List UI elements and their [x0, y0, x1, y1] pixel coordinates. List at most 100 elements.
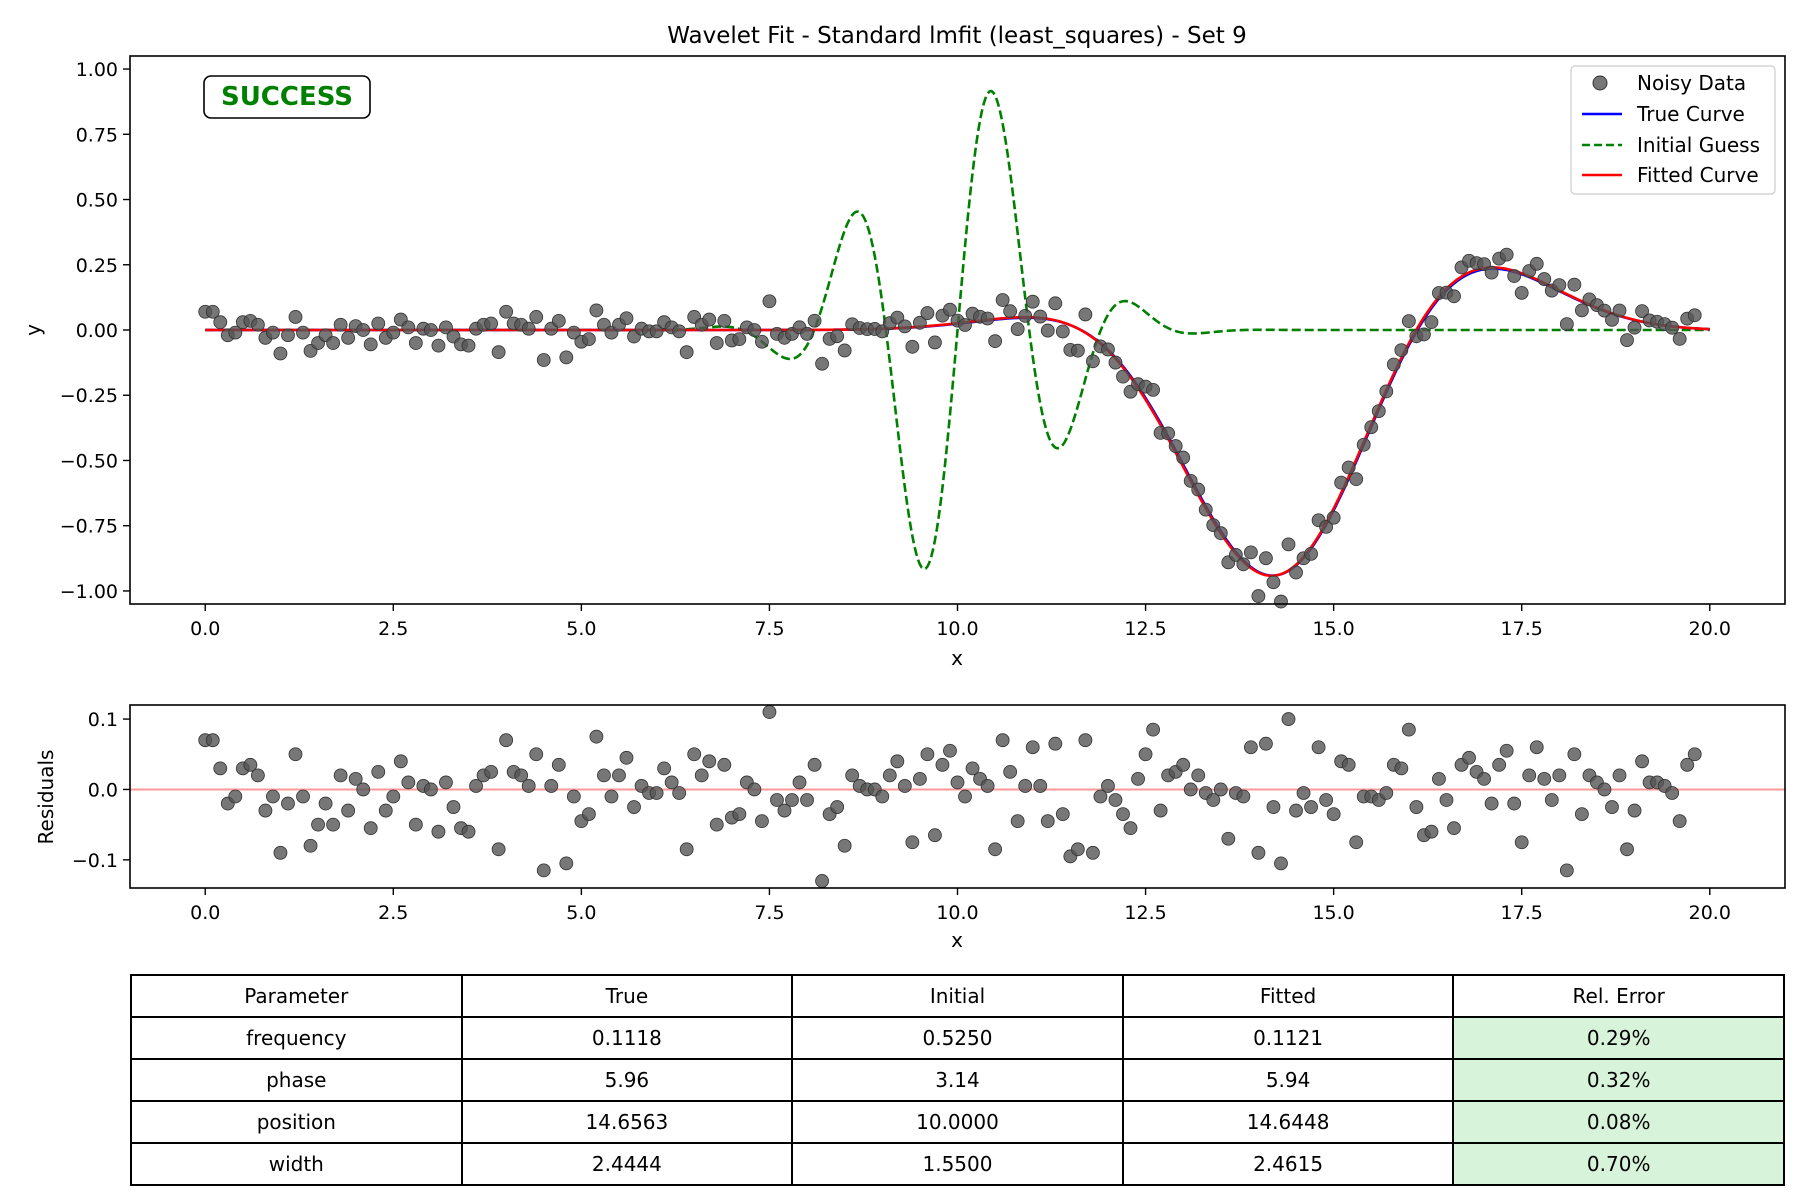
residual-point: [845, 768, 860, 783]
noisy-data-point: [1529, 256, 1544, 271]
residual-point: [408, 817, 423, 832]
noisy-data-point: [1243, 545, 1258, 560]
noisy-data-point: [213, 315, 228, 330]
residual-point: [243, 757, 258, 772]
residual-point: [551, 757, 566, 772]
residual-point: [401, 775, 416, 790]
noisy-data-point: [980, 311, 995, 326]
residual-point: [1289, 803, 1303, 818]
residual-point: [1605, 800, 1619, 814]
residual-point: [1304, 800, 1318, 814]
main-xlabel: x: [951, 646, 963, 670]
residual-point: [1108, 793, 1123, 807]
table-cell: 0.5250: [791, 1016, 1124, 1060]
legend-item-true: True Curve: [1582, 102, 1745, 126]
noisy-data-point: [837, 343, 852, 358]
noisy-data-point: [815, 356, 829, 371]
noisy-data-point: [439, 320, 453, 335]
residual-point: [469, 779, 483, 793]
noisy-data-point: [1424, 315, 1439, 330]
noisy-data-point: [266, 325, 280, 340]
noisy-data-point: [333, 317, 348, 332]
noisy-data-point: [1559, 317, 1574, 332]
table-header-row: Parameter True Initial Fitted Rel. Error: [130, 974, 1785, 1018]
table-cell: 2.4615: [1121, 1142, 1455, 1186]
noisy-data-point: [1266, 575, 1281, 590]
noisy-data-point: [566, 325, 581, 340]
noisy-data-point: [341, 330, 356, 345]
main-ytick-label: −0.25: [60, 385, 118, 407]
noisy-data-point: [273, 346, 288, 361]
residual-point: [326, 817, 341, 832]
noisy-data-point: [1635, 304, 1649, 319]
noisy-data-point: [581, 332, 596, 347]
main-ytick-label: 0.00: [76, 320, 118, 342]
residual-point: [1326, 807, 1341, 821]
residual-point: [995, 733, 1010, 748]
residual-point: [1672, 814, 1687, 829]
residual-point: [1552, 768, 1567, 783]
residual-point: [785, 793, 799, 807]
noisy-data-point: [1612, 303, 1627, 318]
rel-error-cell: 0.29%: [1452, 1016, 1785, 1060]
table-cell: 2.4444: [460, 1142, 794, 1186]
residual-point: [378, 803, 393, 818]
main-xtick-label: 0.0: [190, 618, 220, 640]
residual-point: [1086, 845, 1100, 860]
residual-point: [1025, 740, 1040, 755]
residual-point: [228, 789, 243, 804]
noisy-data-point: [807, 313, 822, 328]
residual-point: [386, 789, 401, 804]
noisy-data-point: [536, 353, 551, 367]
residual-point: [1492, 757, 1507, 772]
table-cell: width: [130, 1142, 463, 1186]
residual-point: [356, 782, 371, 797]
residual-point: [363, 821, 378, 836]
residual-point: [1559, 863, 1574, 878]
main-ytick-label: −0.50: [60, 450, 118, 472]
residual-point: [935, 757, 950, 772]
residual-point: [747, 782, 762, 797]
noisy-data-point: [1514, 285, 1529, 300]
residual-point: [1597, 782, 1612, 797]
noisy-data-point: [1025, 294, 1040, 309]
table-header-cell: Parameter: [130, 974, 463, 1018]
noisy-data-point: [1101, 342, 1115, 357]
noisy-data-point: [1198, 502, 1213, 517]
figure-title: Wavelet Fit - Standard lmfit (least_squa…: [667, 23, 1247, 49]
noisy-data-point: [732, 332, 747, 347]
noisy-data-point: [363, 337, 378, 352]
residual-point: [1401, 722, 1416, 737]
table-cell: 1.5500: [791, 1142, 1124, 1186]
main-xtick-label: 12.5: [1124, 618, 1166, 640]
residual-point: [1522, 768, 1537, 783]
residual-point: [559, 856, 574, 871]
table-cell: 14.6563: [460, 1100, 794, 1144]
residual-point: [619, 750, 634, 765]
noisy-data-point: [1086, 354, 1100, 369]
residual-point: [875, 789, 890, 804]
noisy-data-point: [356, 323, 371, 337]
residual-point: [687, 747, 702, 762]
residual-point: [296, 789, 310, 804]
noisy-data-point: [424, 323, 438, 337]
main-ytick-label: 0.25: [76, 255, 118, 277]
main-ytick-label: 1.00: [76, 59, 118, 81]
residual-point: [1665, 786, 1680, 800]
residual-point: [627, 800, 641, 814]
table-row: frequency 0.1118 0.5250 0.1121 0.29%: [130, 1016, 1785, 1060]
main-xtick-label: 7.5: [754, 618, 784, 640]
residual-point: [499, 733, 514, 748]
noisy-data-point: [1319, 519, 1334, 534]
residual-point: [288, 747, 303, 762]
residual-point: [1070, 842, 1085, 857]
noisy-data-point: [1364, 420, 1379, 435]
noisy-data-point: [1078, 307, 1093, 322]
residuals-xtick-label: 7.5: [754, 902, 784, 924]
residual-point: [1424, 824, 1439, 839]
residuals-plot-frame: [129, 704, 1786, 889]
noisy-data-point: [1003, 304, 1018, 319]
residual-point: [657, 761, 672, 776]
residual-point: [943, 743, 957, 758]
residual-point: [965, 761, 980, 776]
